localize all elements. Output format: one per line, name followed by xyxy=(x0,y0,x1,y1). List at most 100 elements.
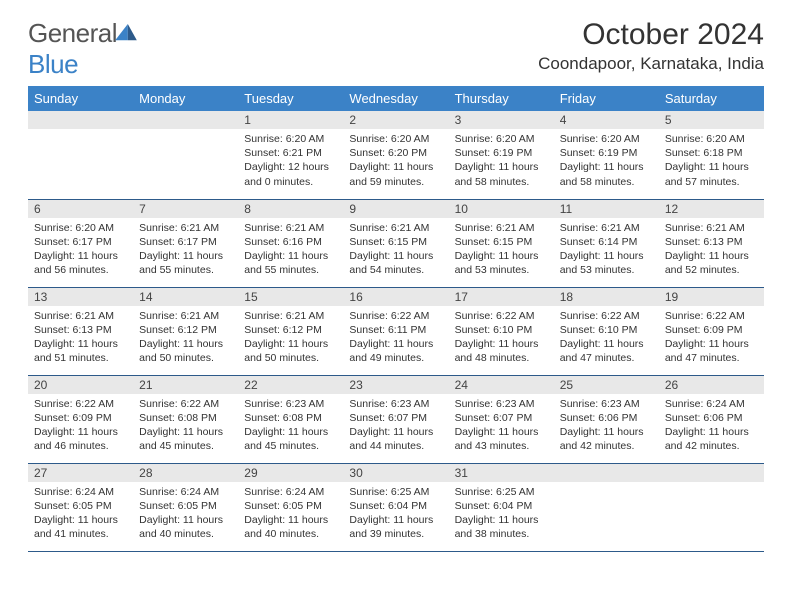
sunset-line: Sunset: 6:04 PM xyxy=(349,500,427,512)
daylight-line: Daylight: 11 hours and 41 minutes. xyxy=(34,514,118,540)
logo-text: GeneralBlue xyxy=(28,18,137,80)
calendar-table: SundayMondayTuesdayWednesdayThursdayFrid… xyxy=(28,86,764,552)
day-body: Sunrise: 6:21 AMSunset: 6:12 PMDaylight:… xyxy=(238,306,343,370)
calendar-week-row: 20Sunrise: 6:22 AMSunset: 6:09 PMDayligh… xyxy=(28,375,764,463)
daylight-line: Daylight: 11 hours and 42 minutes. xyxy=(560,426,644,452)
sunset-line: Sunset: 6:09 PM xyxy=(665,324,743,336)
sunrise-line: Sunrise: 6:22 AM xyxy=(560,310,640,322)
day-number: 1 xyxy=(238,111,343,129)
daylight-line: Daylight: 11 hours and 52 minutes. xyxy=(665,250,749,276)
daylight-line: Daylight: 11 hours and 45 minutes. xyxy=(244,426,328,452)
month-title: October 2024 xyxy=(538,18,764,52)
weekday-header: Saturday xyxy=(659,86,764,111)
day-number: 29 xyxy=(238,464,343,482)
calendar-week-row: 13Sunrise: 6:21 AMSunset: 6:13 PMDayligh… xyxy=(28,287,764,375)
calendar-day-cell: 8Sunrise: 6:21 AMSunset: 6:16 PMDaylight… xyxy=(238,199,343,287)
sunrise-line: Sunrise: 6:21 AM xyxy=(34,310,114,322)
day-body: Sunrise: 6:24 AMSunset: 6:05 PMDaylight:… xyxy=(238,482,343,546)
day-number: 6 xyxy=(28,200,133,218)
day-number: 15 xyxy=(238,288,343,306)
day-body: Sunrise: 6:20 AMSunset: 6:18 PMDaylight:… xyxy=(659,129,764,193)
sunset-line: Sunset: 6:07 PM xyxy=(349,412,427,424)
sunrise-line: Sunrise: 6:21 AM xyxy=(244,310,324,322)
day-number: 28 xyxy=(133,464,238,482)
day-body-empty xyxy=(28,129,133,136)
daylight-line: Daylight: 12 hours and 0 minutes. xyxy=(244,161,329,187)
daylight-line: Daylight: 11 hours and 43 minutes. xyxy=(455,426,539,452)
title-block: October 2024 Coondapoor, Karnataka, Indi… xyxy=(538,18,764,74)
sunrise-line: Sunrise: 6:21 AM xyxy=(139,222,219,234)
calendar-day-cell: 15Sunrise: 6:21 AMSunset: 6:12 PMDayligh… xyxy=(238,287,343,375)
calendar-day-cell: 28Sunrise: 6:24 AMSunset: 6:05 PMDayligh… xyxy=(133,463,238,551)
calendar-day-cell: 5Sunrise: 6:20 AMSunset: 6:18 PMDaylight… xyxy=(659,111,764,199)
sunrise-line: Sunrise: 6:21 AM xyxy=(560,222,640,234)
calendar-day-cell: 26Sunrise: 6:24 AMSunset: 6:06 PMDayligh… xyxy=(659,375,764,463)
calendar-day-cell: 11Sunrise: 6:21 AMSunset: 6:14 PMDayligh… xyxy=(554,199,659,287)
daylight-line: Daylight: 11 hours and 44 minutes. xyxy=(349,426,433,452)
day-body: Sunrise: 6:23 AMSunset: 6:06 PMDaylight:… xyxy=(554,394,659,458)
calendar-day-cell: 29Sunrise: 6:24 AMSunset: 6:05 PMDayligh… xyxy=(238,463,343,551)
day-number-empty xyxy=(133,111,238,129)
calendar-week-row: 6Sunrise: 6:20 AMSunset: 6:17 PMDaylight… xyxy=(28,199,764,287)
sunrise-line: Sunrise: 6:20 AM xyxy=(455,133,535,145)
weekday-header: Monday xyxy=(133,86,238,111)
daylight-line: Daylight: 11 hours and 38 minutes. xyxy=(455,514,539,540)
logo-text-2: Blue xyxy=(28,49,78,79)
day-number: 23 xyxy=(343,376,448,394)
day-number: 3 xyxy=(449,111,554,129)
calendar-day-cell: 6Sunrise: 6:20 AMSunset: 6:17 PMDaylight… xyxy=(28,199,133,287)
calendar-day-cell: 30Sunrise: 6:25 AMSunset: 6:04 PMDayligh… xyxy=(343,463,448,551)
logo: GeneralBlue xyxy=(28,18,137,80)
day-number: 12 xyxy=(659,200,764,218)
day-body: Sunrise: 6:20 AMSunset: 6:19 PMDaylight:… xyxy=(554,129,659,193)
sunset-line: Sunset: 6:20 PM xyxy=(349,147,427,159)
daylight-line: Daylight: 11 hours and 55 minutes. xyxy=(244,250,328,276)
day-body: Sunrise: 6:23 AMSunset: 6:07 PMDaylight:… xyxy=(449,394,554,458)
day-number-empty xyxy=(28,111,133,129)
sunset-line: Sunset: 6:08 PM xyxy=(244,412,322,424)
location: Coondapoor, Karnataka, India xyxy=(538,54,764,74)
day-body-empty xyxy=(659,482,764,489)
daylight-line: Daylight: 11 hours and 39 minutes. xyxy=(349,514,433,540)
calendar-day-cell: 14Sunrise: 6:21 AMSunset: 6:12 PMDayligh… xyxy=(133,287,238,375)
day-body: Sunrise: 6:21 AMSunset: 6:12 PMDaylight:… xyxy=(133,306,238,370)
calendar-day-cell: 21Sunrise: 6:22 AMSunset: 6:08 PMDayligh… xyxy=(133,375,238,463)
sunrise-line: Sunrise: 6:23 AM xyxy=(244,398,324,410)
weekday-header: Thursday xyxy=(449,86,554,111)
calendar-day-cell: 1Sunrise: 6:20 AMSunset: 6:21 PMDaylight… xyxy=(238,111,343,199)
sunset-line: Sunset: 6:10 PM xyxy=(560,324,638,336)
day-number: 8 xyxy=(238,200,343,218)
weekday-header: Sunday xyxy=(28,86,133,111)
daylight-line: Daylight: 11 hours and 50 minutes. xyxy=(139,338,223,364)
sunrise-line: Sunrise: 6:22 AM xyxy=(139,398,219,410)
daylight-line: Daylight: 11 hours and 49 minutes. xyxy=(349,338,433,364)
day-body: Sunrise: 6:21 AMSunset: 6:13 PMDaylight:… xyxy=(28,306,133,370)
daylight-line: Daylight: 11 hours and 51 minutes. xyxy=(34,338,118,364)
day-number: 10 xyxy=(449,200,554,218)
calendar-day-cell: 9Sunrise: 6:21 AMSunset: 6:15 PMDaylight… xyxy=(343,199,448,287)
weekday-header: Tuesday xyxy=(238,86,343,111)
sunrise-line: Sunrise: 6:22 AM xyxy=(34,398,114,410)
sunset-line: Sunset: 6:06 PM xyxy=(560,412,638,424)
day-body: Sunrise: 6:21 AMSunset: 6:15 PMDaylight:… xyxy=(343,218,448,282)
sunrise-line: Sunrise: 6:22 AM xyxy=(349,310,429,322)
calendar-day-cell: 10Sunrise: 6:21 AMSunset: 6:15 PMDayligh… xyxy=(449,199,554,287)
calendar-day-cell: 17Sunrise: 6:22 AMSunset: 6:10 PMDayligh… xyxy=(449,287,554,375)
sunrise-line: Sunrise: 6:24 AM xyxy=(139,486,219,498)
day-number: 22 xyxy=(238,376,343,394)
calendar-day-cell: 12Sunrise: 6:21 AMSunset: 6:13 PMDayligh… xyxy=(659,199,764,287)
day-number: 9 xyxy=(343,200,448,218)
day-number: 7 xyxy=(133,200,238,218)
daylight-line: Daylight: 11 hours and 53 minutes. xyxy=(560,250,644,276)
calendar-day-cell xyxy=(133,111,238,199)
sunset-line: Sunset: 6:09 PM xyxy=(34,412,112,424)
day-number: 27 xyxy=(28,464,133,482)
day-number: 4 xyxy=(554,111,659,129)
calendar-day-cell: 13Sunrise: 6:21 AMSunset: 6:13 PMDayligh… xyxy=(28,287,133,375)
day-body: Sunrise: 6:25 AMSunset: 6:04 PMDaylight:… xyxy=(343,482,448,546)
sunset-line: Sunset: 6:19 PM xyxy=(455,147,533,159)
calendar-day-cell xyxy=(554,463,659,551)
sunset-line: Sunset: 6:18 PM xyxy=(665,147,743,159)
day-body: Sunrise: 6:22 AMSunset: 6:10 PMDaylight:… xyxy=(554,306,659,370)
calendar-day-cell: 16Sunrise: 6:22 AMSunset: 6:11 PMDayligh… xyxy=(343,287,448,375)
